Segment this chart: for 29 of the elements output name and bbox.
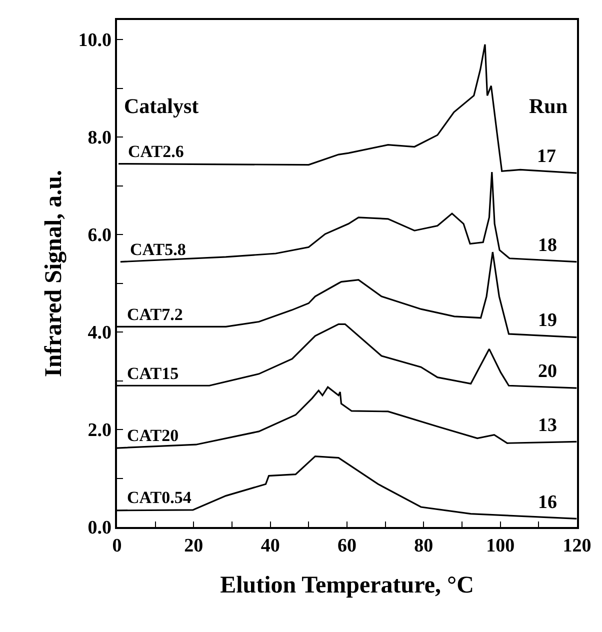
annotation: 17 (537, 146, 556, 167)
y-tick-label: 2.0 (88, 420, 112, 442)
annotation: 13 (538, 415, 557, 436)
annotation: 16 (538, 492, 557, 513)
series-label: CAT20 (127, 426, 179, 445)
annotation: Catalyst (124, 94, 199, 118)
y-tick-label: 4.0 (88, 322, 112, 344)
x-tick-label: 120 (562, 536, 592, 557)
x-tick-label: 100 (486, 536, 515, 557)
annotation: 18 (538, 235, 557, 256)
x-tick-label: 40 (260, 536, 280, 557)
series-label: CAT2.6 (128, 142, 184, 161)
series-label: CAT0.54 (127, 488, 192, 507)
annotation: Run (529, 94, 568, 118)
y-tick-label: 0.0 (88, 518, 112, 539)
x-axis-title: Elution Temperature, °C (220, 572, 474, 598)
y-tick-label: 6.0 (88, 225, 112, 246)
series-label: CAT15 (127, 364, 179, 383)
x-tick-label: 60 (338, 536, 356, 557)
annotation: 20 (538, 361, 557, 382)
annotation: 19 (538, 310, 557, 331)
y-tick-label: 10.0 (78, 30, 112, 52)
y-tick-label: 8.0 (88, 128, 112, 149)
y-axis-title: Infrared Signal, a.u. (40, 170, 67, 377)
series-label: CAT5.8 (130, 240, 186, 259)
x-tick-label: 0 (112, 536, 122, 557)
x-tick-label: 20 (184, 536, 204, 557)
series-label: CAT7.2 (127, 305, 183, 324)
x-tick-label: 80 (414, 536, 434, 557)
